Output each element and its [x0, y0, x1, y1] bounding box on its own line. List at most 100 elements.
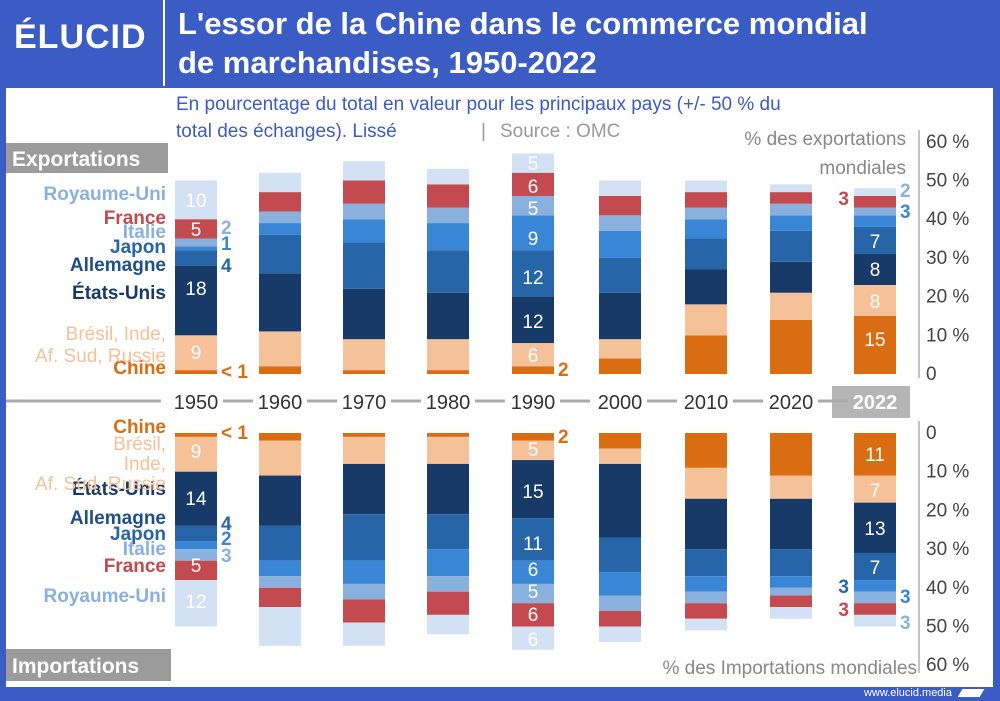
import-value-label-2022: 11 — [865, 445, 885, 466]
export-bar-japon-2022 — [854, 215, 896, 227]
export-bar-brics-1950 — [175, 335, 217, 371]
export-value-label-1950: 10 — [185, 191, 206, 212]
import-bar-royaume_uni-1980 — [427, 614, 469, 635]
export-bar-etats_unis-1990 — [512, 296, 554, 344]
export-bar-italie-2022 — [854, 207, 896, 216]
legend-import-etats_unis: États-Unis — [72, 478, 166, 500]
export-outside-label-1990: 2 — [558, 360, 569, 381]
export-bar-allemagne-1970 — [343, 242, 385, 289]
year-label-1950: 1950 — [174, 392, 219, 414]
export-tick-label: 20 % — [926, 287, 969, 308]
export-outside-label-1950: 1 — [221, 234, 232, 255]
import-bar-france-1970 — [343, 599, 385, 623]
import-bar-royaume_uni-2010 — [685, 618, 727, 631]
import-value-label-1990: 15 — [522, 482, 543, 503]
import-outside-label-1950: 4 — [221, 514, 232, 535]
export-bar-royaume_uni-1960 — [259, 172, 301, 193]
export-bar-france-1980 — [427, 184, 469, 208]
import-tick-label: 30 % — [926, 539, 969, 560]
import-value-label-1950: 12 — [185, 592, 206, 613]
export-value-label-1990: 12 — [522, 268, 543, 289]
import-bar-italie-1960 — [259, 576, 301, 588]
import-bar-etats_unis-1970 — [343, 463, 385, 515]
export-bar-allemagne-1990 — [512, 250, 554, 297]
import-bar-allemagne-1990 — [512, 518, 554, 561]
export-value-label-1990: 5 — [528, 199, 539, 220]
export-bar-france-2000 — [599, 195, 641, 216]
export-bar-brics-1980 — [427, 339, 469, 371]
export-bar-chine-2010 — [685, 335, 727, 374]
export-bar-allemagne-2022 — [854, 226, 896, 255]
import-bar-france-2022 — [854, 603, 896, 615]
import-bar-japon-1960 — [259, 560, 301, 577]
export-bar-etats_unis-2000 — [599, 292, 641, 340]
export-bar-etats_unis-1980 — [427, 292, 469, 340]
header: ÉLUCID L'essor de la Chine dans le comme… — [0, 0, 1000, 86]
import-value-label-2022: 13 — [864, 519, 885, 540]
import-bar-chine-1960 — [259, 433, 301, 441]
import-value-label-2022: 7 — [870, 558, 881, 579]
export-outside-label-1950: 4 — [221, 256, 232, 277]
import-bar-etats_unis-1960 — [259, 475, 301, 526]
import-value-label-1990: 6 — [528, 605, 539, 626]
import-bar-etats_unis-1950 — [175, 471, 217, 526]
export-bar-etats_unis-2020 — [770, 261, 812, 293]
import-bar-chine-1950 — [175, 433, 217, 437]
export-tick-label: 10 % — [926, 325, 969, 346]
import-bar-allemagne-2010 — [685, 549, 727, 577]
import-bar-italie-2022 — [854, 591, 896, 604]
export-bar-chine-2022 — [854, 315, 896, 374]
legend-export-chine: Chine — [113, 358, 166, 379]
export-bar-chine-1990 — [512, 366, 554, 374]
import-tick-label: 40 % — [926, 578, 969, 599]
import-bar-italie-2000 — [599, 595, 641, 612]
chart-title-line1: L'essor de la Chine dans le commerce mon… — [178, 6, 868, 41]
export-outside-label-2022: 3 — [900, 202, 911, 223]
export-value-label-1990: 6 — [528, 346, 539, 367]
import-bar-chine-2020 — [770, 433, 812, 476]
export-bar-chine-1970 — [343, 370, 385, 374]
year-label-2022: 2022 — [853, 392, 898, 414]
import-bar-france-1950 — [175, 560, 217, 581]
elucid-logo: ÉLUCID — [14, 18, 147, 56]
import-bar-royaume_uni-1970 — [343, 622, 385, 646]
year-label-2010: 2010 — [684, 392, 729, 414]
import-tick-label: 20 % — [926, 500, 969, 521]
export-bar-royaume_uni-1970 — [343, 161, 385, 181]
export-bar-france-1970 — [343, 180, 385, 204]
import-bar-etats_unis-1990 — [512, 460, 554, 519]
import-bar-italie-1970 — [343, 583, 385, 600]
legend-import-brics-line3: Af. Sud, Russie — [35, 474, 166, 495]
import-bar-royaume_uni-1950 — [175, 580, 217, 627]
export-tick-label: 30 % — [926, 248, 969, 269]
import-bar-allemagne-1980 — [427, 514, 469, 550]
export-bar-japon-1960 — [259, 223, 301, 235]
export-bar-france-1990 — [512, 172, 554, 196]
import-bar-allemagne-2000 — [599, 537, 641, 573]
import-bar-chine-2022 — [854, 433, 896, 476]
chart-source: Source : OMC — [500, 121, 620, 142]
export-value-label-1990: 5 — [528, 154, 539, 175]
export-tick-label: 0 — [926, 364, 937, 385]
import-bar-etats_unis-2020 — [770, 498, 812, 550]
export-value-label-1950: 5 — [191, 220, 202, 241]
export-bar-brics-1990 — [512, 343, 554, 367]
import-value-label-1990: 11 — [523, 534, 543, 555]
exports-label: Exportations — [12, 148, 140, 171]
export-bar-chine-2000 — [599, 358, 641, 374]
import-value-label-1950: 9 — [191, 442, 202, 463]
import-value-label-1950: 5 — [191, 556, 202, 577]
export-bar-brics-2020 — [770, 292, 812, 320]
import-bar-japon-1950 — [175, 541, 217, 550]
import-bar-allemagne-2020 — [770, 549, 812, 577]
export-bar-italie-1990 — [512, 195, 554, 216]
export-bar-brics-2022 — [854, 284, 896, 316]
import-bar-brics-2010 — [685, 467, 727, 499]
import-bar-brics-2000 — [599, 448, 641, 464]
export-bar-etats_unis-2022 — [854, 254, 896, 285]
export-bar-allemagne-2010 — [685, 238, 727, 270]
chart-subtitle-line1: En pourcentage du total en valeur pour l… — [176, 94, 781, 115]
import-tick-label: 0 — [926, 423, 937, 444]
